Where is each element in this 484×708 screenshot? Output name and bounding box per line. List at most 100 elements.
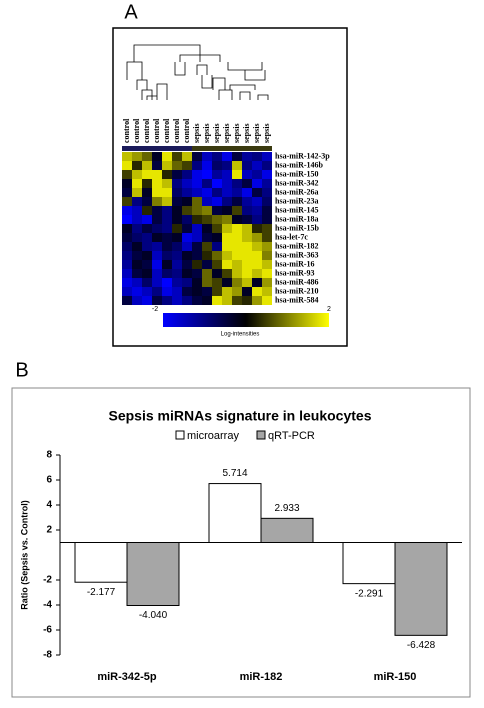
heatmap-cell (142, 287, 152, 296)
heatmap-cell (142, 179, 152, 188)
heatmap-cell (122, 278, 132, 287)
heatmap-cell (232, 215, 242, 224)
column-label: control (172, 118, 181, 143)
heatmap-cell (242, 197, 252, 206)
heatmap-cell (242, 278, 252, 287)
heatmap-cell (172, 206, 182, 215)
heatmap-cell (212, 287, 222, 296)
heatmap-cell (162, 179, 172, 188)
heatmap-cell (142, 260, 152, 269)
colorbar-label: Log-intensities (221, 332, 260, 338)
heatmap-cell (142, 215, 152, 224)
row-label: hsa-miR-23a (275, 196, 319, 205)
heatmap-cell (192, 269, 202, 278)
x-tick-label: miR-342-5p (97, 671, 157, 683)
heatmap-cell (242, 233, 252, 242)
heatmap-cell (222, 260, 232, 269)
heatmap-cell (162, 269, 172, 278)
heatmap-cell (202, 296, 212, 305)
heatmap-cell (182, 152, 192, 161)
heatmap-cell (162, 242, 172, 251)
heatmap-cell (242, 287, 252, 296)
heatmap-cell (192, 206, 202, 215)
heatmap-cell (132, 287, 142, 296)
heatmap-cell (262, 206, 272, 215)
heatmap-cell (192, 278, 202, 287)
heatmap-cell (162, 260, 172, 269)
heatmap-cell (142, 161, 152, 170)
heatmap-cell (222, 188, 232, 197)
heatmap-cell (222, 179, 232, 188)
heatmap-cell (202, 233, 212, 242)
heatmap-cell (192, 296, 202, 305)
heatmap-cell (142, 206, 152, 215)
heatmap-cell (212, 188, 222, 197)
heatmap-cell (222, 170, 232, 179)
column-label: sepsis (252, 123, 261, 143)
heatmap-cell (132, 197, 142, 206)
row-label: hsa-miR-363 (275, 250, 319, 259)
heatmap-cell (232, 170, 242, 179)
heatmap-cell (202, 161, 212, 170)
chart-title: Sepsis miRNAs signature in leukocytes (109, 408, 372, 424)
heatmap-cell (122, 197, 132, 206)
heatmap-cell (182, 215, 192, 224)
heatmap-cell (162, 296, 172, 305)
heatmap-cell (252, 251, 262, 260)
heatmap-cell (252, 278, 262, 287)
heatmap-cell (252, 242, 262, 251)
heatmap-cell (222, 242, 232, 251)
heatmap-cell (232, 179, 242, 188)
heatmap-cell (242, 224, 252, 233)
heatmap-cell (162, 197, 172, 206)
bar (342, 542, 396, 585)
heatmap-cell (252, 269, 262, 278)
heatmap-cell (192, 170, 202, 179)
heatmap-cell (212, 278, 222, 287)
heatmap-cell (182, 278, 192, 287)
heatmap-cell (242, 152, 252, 161)
heatmap-cell (172, 260, 182, 269)
heatmap-cell (192, 179, 202, 188)
heatmap-cell (192, 152, 202, 161)
row-label: hsa-miR-182 (275, 241, 319, 250)
heatmap-cell (212, 260, 222, 269)
heatmap-cell (202, 179, 212, 188)
heatmap-cell (252, 170, 262, 179)
heatmap-cell (122, 287, 132, 296)
y-tick-label: 2 (46, 525, 52, 536)
heatmap-cell (252, 287, 262, 296)
heatmap-cell (172, 179, 182, 188)
heatmap-cell (162, 170, 172, 179)
heatmap-cell (202, 287, 212, 296)
heatmap-cell (132, 242, 142, 251)
group-strip (192, 146, 272, 151)
row-label: hsa-miR-486 (275, 277, 319, 286)
heatmap-cell (152, 224, 162, 233)
heatmap-cell (262, 170, 272, 179)
heatmap-cell (162, 287, 172, 296)
heatmap-cell (212, 233, 222, 242)
heatmap-cell (152, 206, 162, 215)
row-label: hsa-miR-342 (275, 178, 319, 187)
y-tick-label: 4 (46, 500, 52, 511)
heatmap-cell (202, 197, 212, 206)
column-label: sepsis (192, 123, 201, 143)
column-label: sepsis (242, 123, 251, 143)
heatmap-cell (152, 287, 162, 296)
heatmap-cell (172, 287, 182, 296)
heatmap-cell (192, 260, 202, 269)
heatmap-cell (222, 269, 232, 278)
value-label: -2.291 (355, 588, 384, 599)
heatmap-cell (182, 206, 192, 215)
heatmap-cell (222, 206, 232, 215)
heatmap-cell (262, 251, 272, 260)
heatmap-cell (162, 278, 172, 287)
heatmap-cell (152, 269, 162, 278)
heatmap-cell (262, 197, 272, 206)
y-tick-label: -2 (43, 575, 52, 586)
heatmap-cell (242, 215, 252, 224)
panel-label: A (124, 1, 138, 23)
heatmap-cell (182, 296, 192, 305)
heatmap-cell (172, 188, 182, 197)
